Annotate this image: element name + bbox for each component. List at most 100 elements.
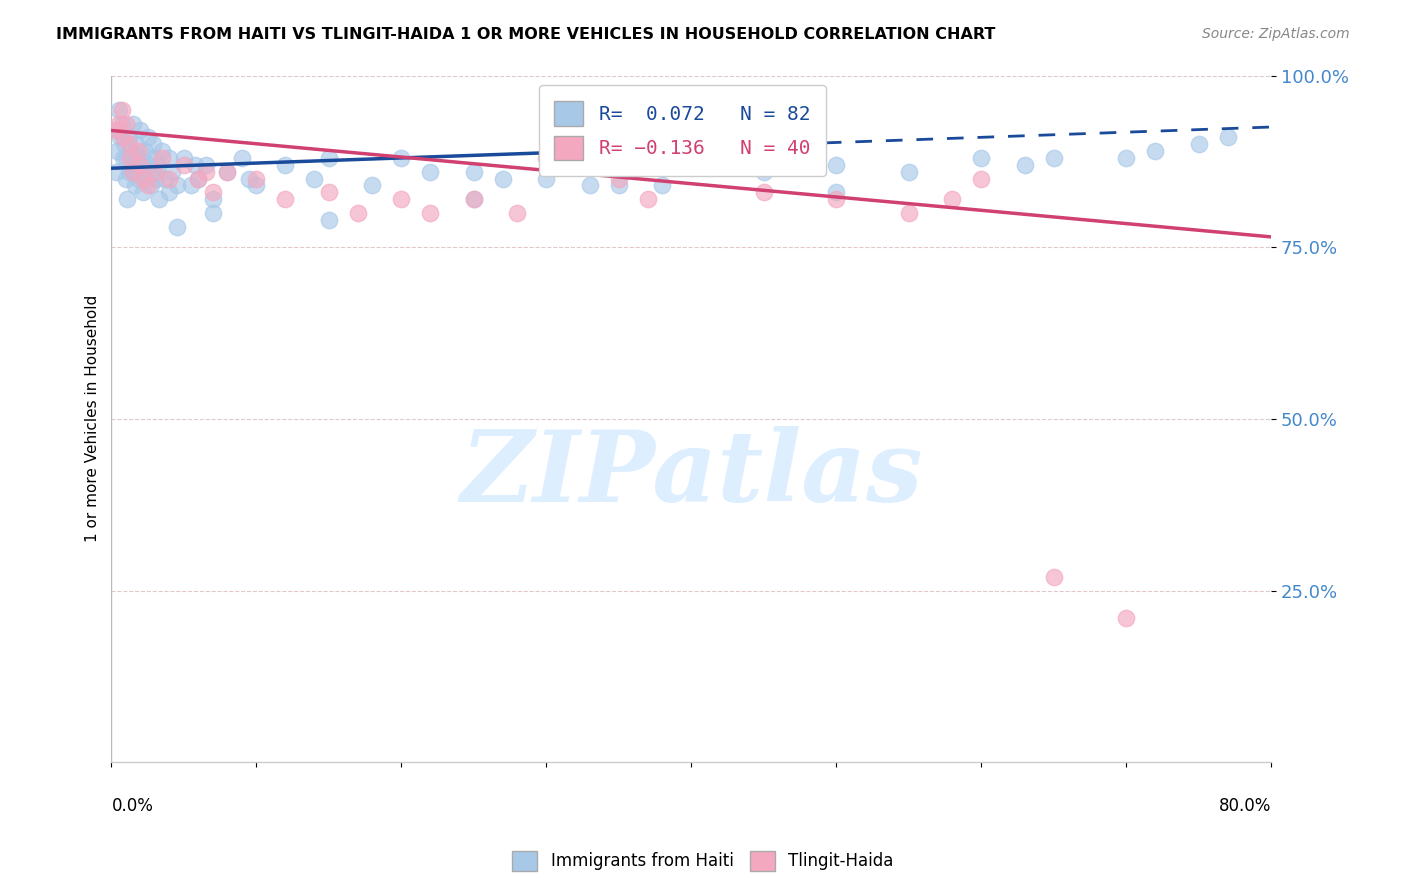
Point (536, 151, 558, 165)
Point (157, 186, 180, 200)
Point (347, 206, 370, 220)
Point (110, 117, 132, 131)
Point (107, 123, 129, 137)
Point (153, 171, 176, 186)
Point (115, 171, 138, 186)
Legend: R=  0.072   N = 82, R= −0.136   N = 40: R= 0.072 N = 82, R= −0.136 N = 40 (538, 86, 825, 176)
Point (217, 164, 239, 178)
Point (361, 178, 384, 193)
Point (941, 192, 963, 206)
Text: ZIPatlas: ZIPatlas (460, 425, 922, 522)
Point (637, 158, 659, 172)
Point (1115, 151, 1137, 165)
Point (970, 171, 993, 186)
Point (114, 137, 136, 152)
Point (148, 192, 170, 206)
Point (129, 158, 152, 172)
Point (105, 144, 128, 158)
Point (108, 130, 131, 145)
Point (117, 192, 139, 206)
Point (1216, 130, 1239, 145)
Point (115, 151, 138, 165)
Point (146, 158, 169, 172)
Point (145, 171, 167, 186)
Point (1042, 570, 1064, 584)
Point (129, 164, 152, 178)
Point (115, 117, 138, 131)
Point (173, 158, 195, 172)
Point (107, 103, 129, 117)
Point (118, 130, 141, 145)
Point (419, 164, 441, 178)
Point (104, 123, 127, 137)
Point (139, 178, 162, 193)
Point (607, 178, 630, 193)
Point (122, 164, 145, 178)
Point (201, 186, 224, 200)
Point (132, 186, 155, 200)
Point (122, 117, 145, 131)
Text: 0.0%: 0.0% (111, 797, 153, 814)
Point (536, 171, 558, 186)
Point (318, 186, 340, 200)
Point (578, 178, 600, 193)
Point (120, 151, 142, 165)
Point (162, 164, 184, 178)
Point (318, 151, 340, 165)
Point (132, 171, 155, 186)
Point (389, 192, 412, 206)
Point (125, 137, 148, 152)
Point (111, 151, 134, 165)
Point (150, 151, 173, 165)
Text: Source: ZipAtlas.com: Source: ZipAtlas.com (1202, 27, 1350, 41)
Point (724, 151, 747, 165)
Point (304, 171, 326, 186)
Point (124, 178, 146, 193)
Point (118, 164, 141, 178)
Point (651, 178, 673, 193)
Point (104, 164, 127, 178)
Point (389, 151, 412, 165)
Point (136, 178, 159, 193)
Point (825, 158, 848, 172)
Point (463, 192, 485, 206)
Point (492, 171, 515, 186)
Point (681, 151, 703, 165)
Point (173, 151, 195, 165)
Point (150, 144, 173, 158)
Point (141, 164, 163, 178)
Point (194, 164, 217, 178)
Point (194, 158, 217, 172)
Point (201, 192, 224, 206)
Point (318, 212, 340, 227)
Point (752, 164, 775, 178)
Point (143, 164, 166, 178)
Point (121, 158, 143, 172)
Point (134, 144, 156, 158)
Point (825, 192, 848, 206)
Point (138, 158, 160, 172)
Point (506, 206, 529, 220)
Point (142, 137, 165, 152)
Point (166, 178, 188, 193)
Point (1188, 137, 1211, 152)
Point (274, 158, 297, 172)
Point (136, 130, 159, 145)
Legend: Immigrants from Haiti, Tlingit-Haida: Immigrants from Haiti, Tlingit-Haida (503, 842, 903, 880)
Point (118, 137, 141, 152)
Point (180, 178, 202, 193)
Point (129, 123, 152, 137)
Point (110, 103, 132, 117)
Point (463, 164, 485, 178)
Point (127, 144, 149, 158)
Point (1042, 151, 1064, 165)
Point (970, 151, 993, 165)
Point (897, 164, 920, 178)
Point (111, 130, 134, 145)
Point (128, 171, 150, 186)
Point (607, 171, 630, 186)
Point (637, 192, 659, 206)
Point (135, 171, 157, 186)
Point (131, 151, 153, 165)
Point (184, 158, 207, 172)
